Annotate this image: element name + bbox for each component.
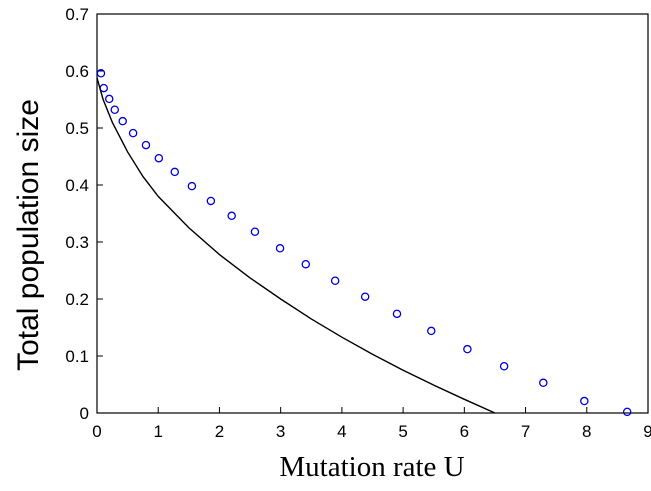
- point: [392, 309, 402, 319]
- y-tick-label: 0.5: [65, 119, 89, 138]
- point: [622, 407, 632, 417]
- point: [330, 276, 340, 286]
- point: [275, 244, 285, 253]
- x-tick-label: 2: [215, 422, 224, 441]
- x-tick-label: 7: [521, 422, 530, 441]
- point: [580, 396, 589, 406]
- point: [110, 105, 120, 115]
- point: [96, 69, 106, 78]
- point: [170, 167, 180, 177]
- y-tick-label: 0.6: [65, 62, 89, 81]
- point: [250, 227, 260, 236]
- plot-frame: [96, 13, 649, 414]
- x-tick-label: 9: [643, 422, 651, 441]
- point: [539, 378, 548, 388]
- x-tick-label: 0: [92, 422, 101, 441]
- point: [128, 128, 138, 138]
- point: [360, 292, 370, 301]
- y-tick-label: 0.4: [65, 176, 89, 195]
- y-axis-label: Total population size: [12, 99, 45, 371]
- y-tick-label: 0.3: [65, 233, 89, 252]
- x-axis-label: Mutation rate U: [279, 451, 464, 483]
- point: [141, 140, 151, 150]
- point: [104, 94, 114, 104]
- point: [187, 181, 197, 191]
- x-tick-label: 5: [398, 422, 407, 441]
- point: [154, 153, 164, 163]
- y-tick-label: 0: [80, 404, 89, 423]
- point: [227, 211, 236, 221]
- x-tick-label: 8: [582, 422, 591, 441]
- point: [427, 326, 436, 336]
- y-tick-label: 0.1: [65, 347, 89, 366]
- curve: [96, 77, 496, 414]
- point: [463, 344, 472, 354]
- y-tick-label: 0.7: [65, 5, 89, 24]
- x-tick-label: 4: [337, 422, 346, 441]
- point: [499, 362, 509, 371]
- point: [206, 196, 216, 206]
- y-tick-label: 0.2: [65, 290, 89, 309]
- x-tick-label: 1: [153, 422, 162, 441]
- point: [118, 116, 127, 126]
- x-tick-label: 6: [460, 422, 469, 441]
- point: [301, 259, 311, 269]
- x-tick-label: 3: [276, 422, 285, 441]
